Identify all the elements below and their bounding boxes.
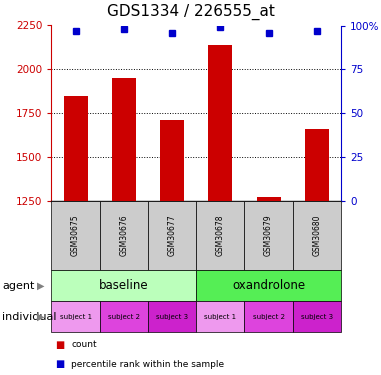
Text: GSM30679: GSM30679 xyxy=(264,215,273,256)
Text: GSM30680: GSM30680 xyxy=(312,215,321,256)
Text: GSM30676: GSM30676 xyxy=(119,215,128,256)
Bar xyxy=(112,78,136,201)
Text: subject 3: subject 3 xyxy=(156,314,188,320)
Text: GSM30677: GSM30677 xyxy=(168,215,176,256)
Bar xyxy=(256,198,281,201)
Text: subject 1: subject 1 xyxy=(59,314,91,320)
Text: GSM30678: GSM30678 xyxy=(216,215,225,256)
Bar xyxy=(160,120,184,201)
Text: GSM30675: GSM30675 xyxy=(71,215,80,256)
Text: baseline: baseline xyxy=(99,279,149,292)
Bar xyxy=(208,45,232,201)
Text: ▶: ▶ xyxy=(37,312,45,321)
Text: individual: individual xyxy=(2,312,56,321)
Text: subject 1: subject 1 xyxy=(204,314,236,320)
Text: subject 2: subject 2 xyxy=(253,314,285,320)
Text: subject 3: subject 3 xyxy=(301,314,333,320)
Text: subject 2: subject 2 xyxy=(108,314,140,320)
Bar xyxy=(305,129,329,201)
Bar xyxy=(64,96,88,201)
Text: ■: ■ xyxy=(55,340,64,350)
Text: percentile rank within the sample: percentile rank within the sample xyxy=(71,360,224,369)
Text: oxandrolone: oxandrolone xyxy=(232,279,305,292)
Text: ■: ■ xyxy=(55,359,64,369)
Text: ▶: ▶ xyxy=(37,281,45,291)
Text: count: count xyxy=(71,340,97,350)
Text: GDS1334 / 226555_at: GDS1334 / 226555_at xyxy=(107,4,274,21)
Text: agent: agent xyxy=(2,281,34,291)
